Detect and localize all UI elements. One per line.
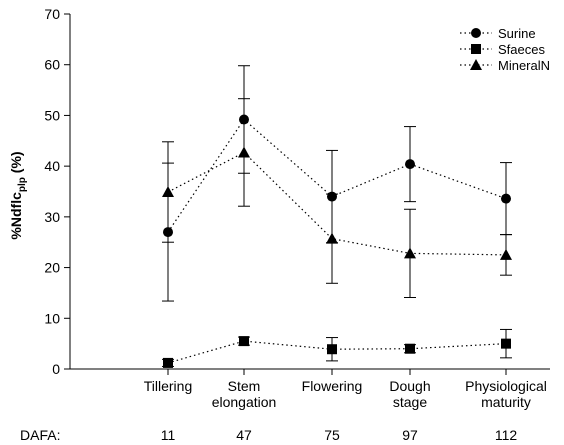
y-tick-label: 30 xyxy=(44,209,60,225)
x-tick-label-line: elongation xyxy=(212,394,277,410)
x-tick-label-line: Physiological xyxy=(465,378,547,394)
data-point xyxy=(405,159,415,170)
data-point xyxy=(239,336,249,347)
legend-label: Sfaeces xyxy=(498,42,545,57)
data-point xyxy=(162,186,174,198)
dafa-value: 75 xyxy=(324,427,340,443)
data-point xyxy=(238,146,250,158)
data-point xyxy=(326,232,338,244)
y-tick-label: 70 xyxy=(44,6,60,22)
y-tick-label: 0 xyxy=(52,361,60,377)
y-tick-label: 40 xyxy=(44,158,60,174)
legend-label: Surine xyxy=(498,26,536,41)
data-point xyxy=(501,338,511,349)
legend-marker xyxy=(470,59,482,70)
legend-marker xyxy=(471,44,481,54)
data-point xyxy=(405,343,415,354)
axes: 0 10 20 30 40 50 60 70 %Ndflcplp (%) Tillering Ste… xyxy=(8,6,550,443)
dafa-value: 47 xyxy=(236,427,252,443)
dafa-label: DAFA: xyxy=(20,427,60,443)
y-axis-label-sub: plp xyxy=(17,177,28,192)
legend-marker xyxy=(471,28,481,38)
x-tick-label-line: maturity xyxy=(481,394,531,410)
x-tick-label-line: Flowering xyxy=(302,378,363,394)
dafa-value: 112 xyxy=(495,427,518,443)
data-point xyxy=(501,193,511,204)
y-tick-label: 60 xyxy=(44,57,60,73)
series-mineraln xyxy=(162,98,512,298)
series-layer xyxy=(162,65,512,368)
data-point xyxy=(327,344,337,355)
x-tick-label-line: Tillering xyxy=(144,378,193,394)
y-axis-label: %Ndflcplp (%) xyxy=(8,151,28,239)
y-tick-label: 50 xyxy=(44,107,60,123)
x-tick-label: Flowering xyxy=(302,378,363,394)
y-tick-label: 20 xyxy=(44,260,60,276)
data-point xyxy=(163,357,173,368)
x-tick-label: Stem elongation xyxy=(212,378,277,410)
legend-label: MineralN xyxy=(498,58,550,73)
y-tick-label: 10 xyxy=(44,310,60,326)
x-tick-label-line: Dough xyxy=(389,378,430,394)
series-line xyxy=(167,118,507,233)
x-tick-label: Dough stage xyxy=(389,378,430,410)
y-axis-label-unit: (%) xyxy=(8,151,24,177)
y-axis-label-main: %Ndflc xyxy=(8,192,24,240)
series-line xyxy=(167,151,507,256)
x-tick-label: Physiological maturity xyxy=(465,378,547,410)
x-tick-label-line: Stem xyxy=(228,378,261,394)
x-tick-label: Tillering xyxy=(144,378,193,394)
series-sfaeces xyxy=(162,328,512,368)
dafa-value: 97 xyxy=(402,427,418,443)
data-point xyxy=(500,248,512,260)
series-surine xyxy=(162,65,512,302)
data-point xyxy=(404,247,416,259)
x-tick-label-line: stage xyxy=(393,394,427,410)
dafa-value: 11 xyxy=(161,427,176,443)
